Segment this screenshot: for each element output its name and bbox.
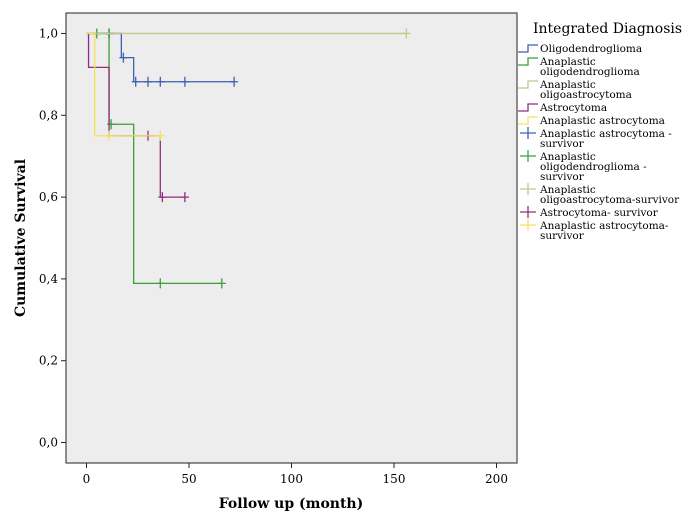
legend-label: survivor <box>540 138 585 150</box>
x-tick-label: 0 <box>83 472 91 486</box>
x-tick-label: 100 <box>280 472 303 486</box>
censor-mark <box>158 192 167 203</box>
legend-label: Anaplastic astrocytoma- <box>539 220 669 232</box>
legend-entry: Astrocytoma <box>518 102 607 114</box>
legend-label: Oligodendroglioma <box>540 43 642 55</box>
series-layer <box>86 28 411 289</box>
legend-label: oligodendroglioma <box>540 66 640 78</box>
y-axis-label: Cumulative Survival <box>13 159 29 317</box>
survival-curve-3 <box>86 32 185 198</box>
censor-mark <box>131 76 140 87</box>
x-axis-label: Follow up (month) <box>219 496 363 512</box>
x-tick-label: 200 <box>485 472 508 486</box>
legend-label: oligoastrocytoma <box>540 89 632 101</box>
legend-entry: Astrocytoma- survivor <box>520 206 659 219</box>
legend-swatch-step <box>518 103 538 112</box>
y-tick-label: 0,0 <box>39 436 58 450</box>
legend-entry: Oligodendroglioma <box>518 43 642 55</box>
legend-title: Integrated Diagnosis <box>533 21 682 37</box>
legend-swatch-step <box>518 116 538 125</box>
legend-label: Astrocytoma- survivor <box>539 207 659 219</box>
legend-swatch-censor <box>520 127 536 139</box>
legend-label: Anaplastic <box>539 56 596 68</box>
legend-label: Astrocytoma <box>539 102 607 114</box>
y-tick-label: 0,6 <box>39 190 58 204</box>
y-tick-label: 0,8 <box>39 108 58 122</box>
plot-area <box>65 12 518 464</box>
legend-entry: Anaplastic astrocytoma -survivor <box>520 127 672 150</box>
legend-label: oligoastrocytoma-survivor <box>540 194 680 206</box>
legend-swatch-censor <box>520 219 536 231</box>
censor-mark <box>156 278 165 289</box>
censor-mark <box>156 76 165 87</box>
axis-layer: 0 50 100 150 200 0,0 0,2 0,4 0,6 0,8 1,0 <box>39 26 508 486</box>
y-tick-label: 1,0 <box>39 26 58 40</box>
censor-mark <box>230 76 239 87</box>
legend-label: Anaplastic <box>539 151 596 163</box>
censor-mark <box>180 192 189 203</box>
x-tick-label: 50 <box>181 472 196 486</box>
legend-swatch-censor <box>520 206 536 218</box>
censor-mark <box>119 52 128 63</box>
x-tick-label: 150 <box>383 472 406 486</box>
legend-label: Anaplastic astrocytoma <box>539 115 665 127</box>
legend-swatch-step <box>518 57 538 66</box>
legend-label: Anaplastic <box>539 184 596 196</box>
legend-label: oligodendroglioma - <box>540 161 647 173</box>
y-tick-label: 0,2 <box>39 354 58 368</box>
legend-label: Anaplastic <box>539 79 596 91</box>
survival-curve-4 <box>86 32 161 137</box>
legend-entry: Anaplastic astrocytoma-survivor <box>520 219 669 242</box>
legend-swatch-censor <box>520 150 536 162</box>
censor-mark <box>105 130 114 141</box>
legend-label: survivor <box>540 230 585 242</box>
legend-swatch-step <box>518 44 538 53</box>
censor-mark <box>180 76 189 87</box>
legend-swatch-censor <box>520 183 536 195</box>
censor-mark <box>402 28 411 39</box>
legend-swatch-step <box>518 80 538 89</box>
legend-entry: Anaplastic astrocytoma <box>518 115 665 127</box>
legend-label: Anaplastic astrocytoma - <box>539 128 672 140</box>
censor-mark <box>217 278 226 289</box>
censor-mark <box>144 76 152 87</box>
y-tick-label: 0,4 <box>39 272 58 286</box>
legend-label: survivor <box>540 171 585 183</box>
legend: OligodendrogliomaAnaplasticoligodendrogl… <box>518 43 680 242</box>
censor-mark <box>156 130 165 141</box>
